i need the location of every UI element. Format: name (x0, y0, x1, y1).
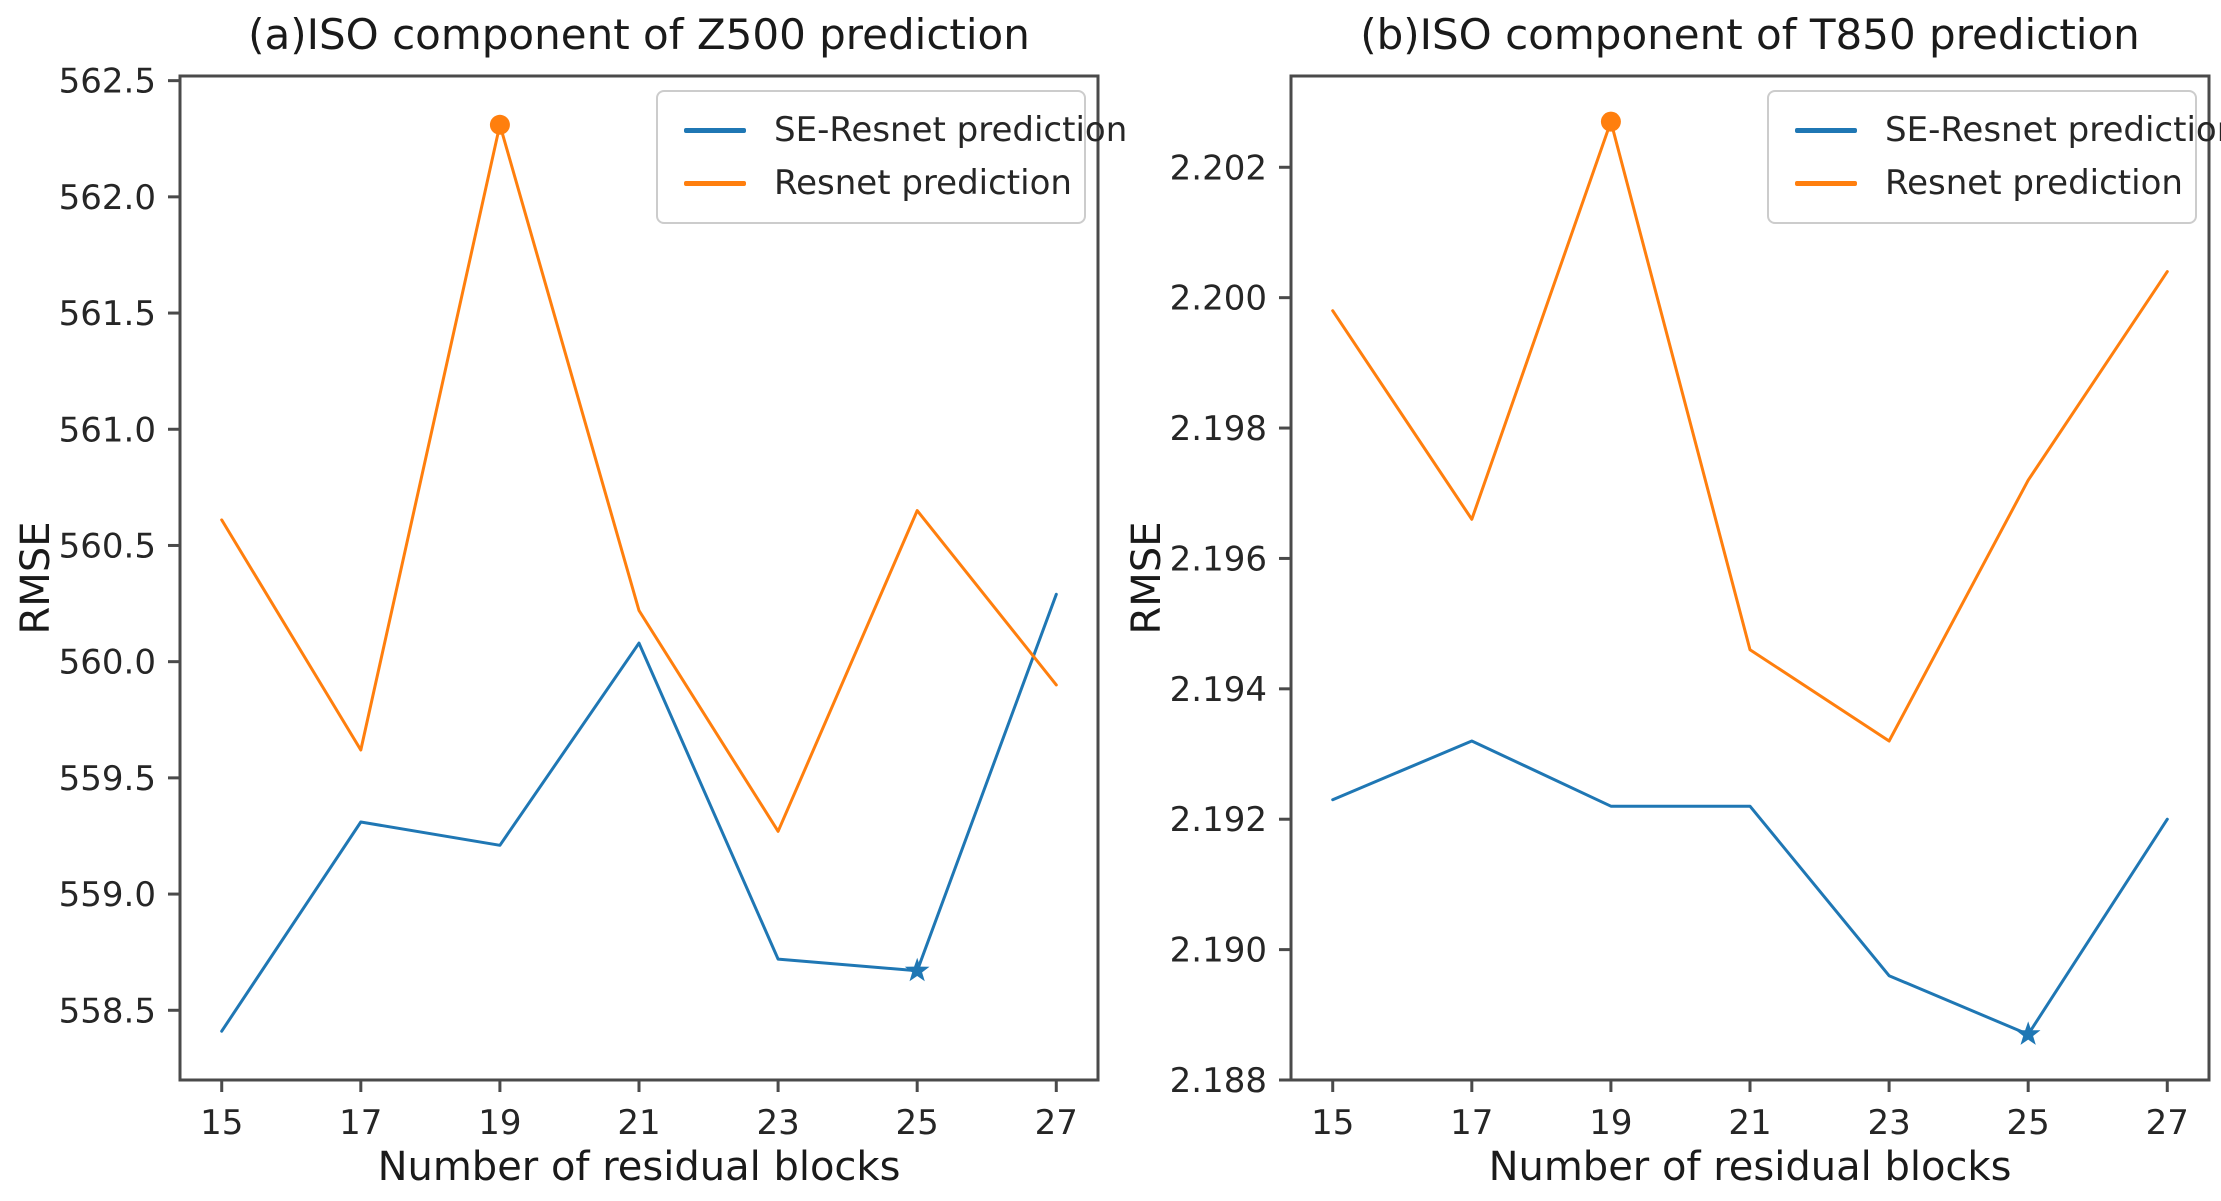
x-axis-ticks: 15 17 19 21 23 25 27 (1311, 1080, 2189, 1143)
legend-box: SE-Resnet prediction Resnet prediction (656, 90, 1127, 225)
legend-line-swatch (684, 181, 746, 187)
legend-entry: Resnet prediction (658, 157, 1084, 210)
y-tick-label: 561.5 (59, 294, 156, 334)
legend-label: SE-Resnet prediction (1885, 110, 2221, 150)
y-tick-label: 558.5 (59, 991, 156, 1031)
x-axis-ticks: 15 17 19 21 23 25 27 (200, 1080, 1078, 1143)
x-tick-label: 17 (1450, 1103, 1493, 1143)
x-tick-label: 23 (1867, 1103, 1910, 1143)
plot-frame (1289, 74, 2211, 1082)
x-tick-label: 19 (478, 1103, 521, 1143)
chart-title: (b)ISO component of T850 prediction (1360, 10, 2140, 59)
x-tick-label: 23 (756, 1103, 799, 1143)
y-tick-label: 2.202 (1170, 148, 1267, 188)
y-tick-label: 560.0 (59, 643, 156, 683)
x-axis-label: Number of residual blocks (377, 1144, 901, 1190)
y-tick-label: 2.200 (1170, 279, 1267, 319)
x-tick-label: 15 (1311, 1103, 1354, 1143)
y-tick-label: 2.196 (1170, 539, 1267, 579)
legend-entry: SE-Resnet prediction (658, 104, 1127, 157)
y-tick-label: 559.0 (59, 875, 156, 915)
chart-title: (a)ISO component of Z500 prediction (248, 10, 1030, 59)
y-tick-label: 562.0 (59, 178, 156, 218)
min-marker-star (904, 957, 930, 982)
legend-entry: SE-Resnet prediction (1769, 104, 2221, 157)
x-tick-label: 21 (1728, 1103, 1771, 1143)
y-tick-label: 2.194 (1170, 670, 1267, 710)
legend-label: Resnet prediction (774, 163, 1072, 204)
legend-entry: Resnet prediction (1769, 157, 2195, 210)
min-marker-star (2015, 1021, 2041, 1045)
x-tick-label: 27 (2146, 1103, 2189, 1143)
series-line-1 (220, 123, 1058, 833)
legend-box: SE-Resnet prediction Resnet prediction (1767, 90, 2221, 225)
y-axis-ticks: 2.188 2.190 2.192 2.194 2.196 2.198 2.200 2.202 (1170, 148, 1291, 1101)
legend-line-swatch (1795, 128, 1857, 134)
x-tick-label: 17 (339, 1103, 382, 1143)
y-tick-label: 560.5 (59, 526, 156, 566)
y-tick-label: 2.198 (1170, 409, 1267, 449)
chart-panel-t850: (b)ISO component of T850 prediction RMSE… (1111, 0, 2221, 1201)
x-tick-label: 19 (1589, 1103, 1632, 1143)
peak-marker-circle (1600, 111, 1621, 132)
x-tick-label: 25 (2007, 1103, 2050, 1143)
legend-line-swatch (1795, 181, 1857, 187)
y-tick-label: 559.5 (59, 759, 156, 799)
legend-label: SE-Resnet prediction (774, 110, 1128, 150)
y-tick-label: 562.5 (59, 62, 156, 102)
x-tick-label: 21 (617, 1103, 660, 1143)
x-tick-label: 27 (1035, 1103, 1078, 1143)
x-tick-label: 25 (896, 1103, 939, 1143)
y-axis-ticks: 558.5 559.0 559.5 560.0 560.5 561.0 561.5 562.0… (59, 62, 180, 1031)
y-tick-label: 2.188 (1170, 1061, 1267, 1101)
plot-frame (178, 74, 1100, 1082)
series-line-0 (220, 592, 1058, 1033)
peak-marker-circle (489, 114, 510, 135)
legend-line-swatch (684, 128, 746, 134)
plot-area: 15 17 19 21 23 25 27558.5559.0559.5560.0560.55… (59, 62, 1100, 1143)
y-tick-label: 561.0 (59, 410, 156, 450)
legend-label: Resnet prediction (1885, 163, 2183, 204)
plot-area: 15 17 19 21 23 25 272.1882.1902.1922.1942.1962… (1170, 74, 2211, 1143)
y-tick-label: 2.192 (1170, 800, 1267, 840)
x-tick-label: 15 (200, 1103, 243, 1143)
series-line-1 (1331, 120, 2169, 743)
series-line-0 (1331, 739, 2169, 1036)
x-axis-label: Number of residual blocks (1488, 1144, 2012, 1190)
y-tick-label: 2.190 (1170, 931, 1267, 971)
chart-panel-z500: (a)ISO component of Z500 prediction RMSE… (0, 0, 1127, 1201)
